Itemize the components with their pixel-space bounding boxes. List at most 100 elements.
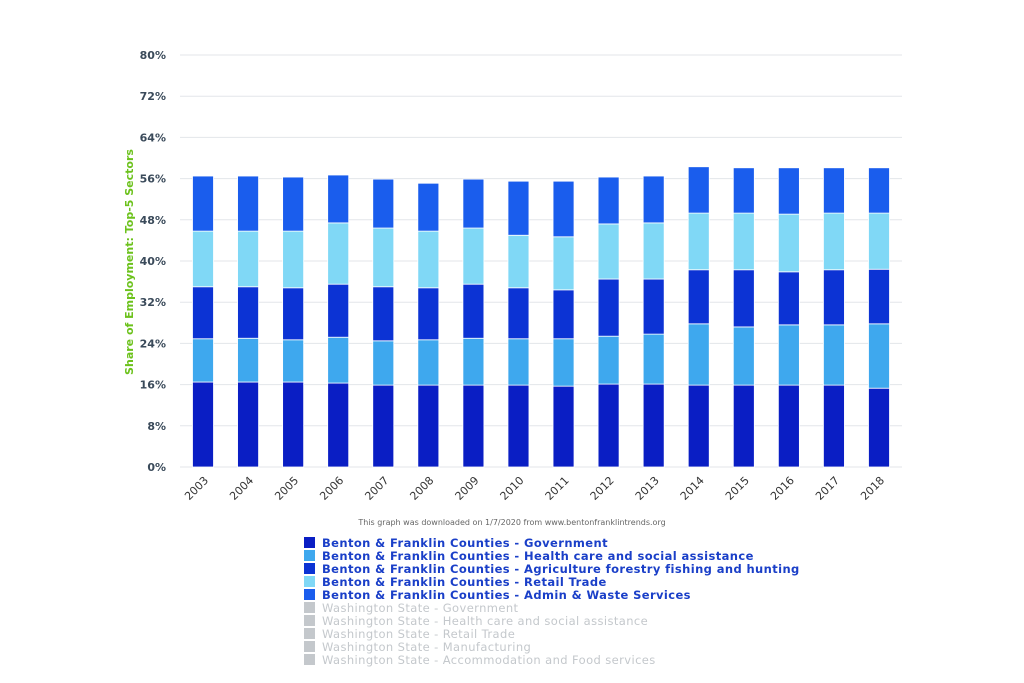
bar-segment-2010-s3[interactable] [507,234,530,289]
bar-segment-2014-s4[interactable] [687,166,710,214]
bar-segment-2009-s4[interactable] [462,178,485,229]
bar-segment-2015-s1[interactable] [732,326,755,386]
bar-segment-2009-s1[interactable] [462,337,485,386]
bar-segment-2006-s1[interactable] [327,336,350,384]
bar-segment-2018-s4[interactable] [868,167,890,214]
bar-segment-2010-s1[interactable] [507,338,530,386]
bar-segment-2018-s2[interactable] [868,268,890,325]
x-tick-label: 2006 [317,474,346,503]
bar-segment-2012-s3[interactable] [597,223,620,280]
bar-segment-2008-s4[interactable] [417,182,440,232]
legend-label: Benton & Franklin Counties - Health care… [322,548,754,563]
bar-segment-2007-s1[interactable] [372,340,395,386]
y-tick-label: 40% [140,255,166,268]
bar-segment-2013-s0[interactable] [642,383,665,468]
bar-segment-2012-s4[interactable] [597,176,620,225]
bar-segment-2016-s0[interactable] [777,384,800,468]
bar-segment-2004-s1[interactable] [237,337,259,383]
bar-segment-2004-s2[interactable] [237,286,259,339]
bar-segment-2011-s2[interactable] [552,289,575,340]
bar-segment-2015-s0[interactable] [732,384,755,468]
bar-segment-2009-s0[interactable] [462,384,485,468]
bar-segment-2005-s4[interactable] [282,176,305,232]
legend-item[interactable]: Benton & Franklin Counties - Agriculture… [304,562,800,576]
bar-segment-2006-s0[interactable] [327,382,350,468]
bar-segment-2013-s1[interactable] [642,333,665,385]
bar-segment-2006-s4[interactable] [327,174,350,224]
bar-segment-2017-s3[interactable] [823,212,845,271]
legend-item[interactable]: Benton & Franklin Counties - Government [304,536,800,550]
bar-segment-2018-s0[interactable] [868,387,890,468]
bar-segment-2014-s1[interactable] [687,323,710,386]
bar-segment-2017-s4[interactable] [823,167,845,214]
bar-segment-2010-s2[interactable] [507,287,530,340]
bar-segment-2010-s4[interactable] [507,180,530,236]
bar-segment-2016-s4[interactable] [777,167,800,215]
x-tick-label: 2016 [768,474,797,503]
legend-swatch [304,602,315,613]
legend-item[interactable]: Washington State - Retail Trade [304,627,800,641]
bar-segment-2013-s2[interactable] [642,278,665,335]
bar-segment-2007-s2[interactable] [372,286,395,342]
bar-segment-2003-s0[interactable] [192,381,214,468]
bar-segment-2003-s2[interactable] [192,286,214,340]
bar-segment-2008-s1[interactable] [417,339,440,386]
bar-segment-2016-s1[interactable] [777,324,800,386]
bar-segment-2004-s0[interactable] [237,381,259,468]
bar-segment-2003-s4[interactable] [192,175,214,232]
bar-segment-2013-s3[interactable] [642,222,665,280]
bar-segment-2016-s2[interactable] [777,271,800,326]
bar-segment-2018-s3[interactable] [868,212,890,270]
bar-segment-2015-s3[interactable] [732,212,755,271]
bar-segment-2004-s3[interactable] [237,230,259,288]
bar-segment-2009-s2[interactable] [462,283,485,339]
bar-segment-2017-s2[interactable] [823,269,845,326]
bar-segment-2012-s0[interactable] [597,383,620,468]
bar-segment-2011-s4[interactable] [552,180,575,238]
legend-item[interactable]: Washington State - Manufacturing [304,640,800,654]
legend-label: Benton & Franklin Counties - Retail Trad… [322,574,607,589]
bar-segment-2007-s3[interactable] [372,227,395,288]
bar-segment-2010-s0[interactable] [507,384,530,468]
legend-item[interactable]: Washington State - Health care and socia… [304,614,800,628]
bar-segment-2005-s1[interactable] [282,339,305,383]
bar-segment-2003-s3[interactable] [192,230,214,288]
bar-segment-2004-s4[interactable] [237,175,259,232]
bar-segment-2014-s0[interactable] [687,384,710,468]
bar-segment-2008-s0[interactable] [417,384,440,468]
bar-segment-2007-s0[interactable] [372,384,395,468]
bar-segment-2012-s2[interactable] [597,278,620,337]
bar-segment-2009-s3[interactable] [462,227,485,285]
x-tick-label: 2003 [182,474,211,503]
bar-segment-2006-s2[interactable] [327,283,350,338]
bar-segment-2003-s1[interactable] [192,338,214,383]
bar-segment-2011-s0[interactable] [552,385,575,468]
bar-segment-2017-s1[interactable] [823,324,845,386]
x-tick-label: 2009 [453,474,482,503]
bar-segment-2005-s2[interactable] [282,287,305,341]
bar-segment-2011-s1[interactable] [552,338,575,387]
bar-segment-2015-s2[interactable] [732,269,755,328]
bar-segment-2014-s2[interactable] [687,269,710,325]
bar-segment-2017-s0[interactable] [823,384,845,468]
bar-segment-2015-s4[interactable] [732,167,755,214]
bar-segment-2007-s4[interactable] [372,178,395,229]
x-tick-label: 2004 [227,474,256,503]
legend-swatch [304,563,315,574]
bar-segment-2005-s0[interactable] [282,381,305,468]
legend-item[interactable]: Washington State - Government [304,601,800,615]
bar-segment-2005-s3[interactable] [282,230,305,289]
bar-segment-2012-s1[interactable] [597,335,620,385]
legend-item[interactable]: Washington State - Accommodation and Foo… [304,653,800,667]
bar-segment-2014-s3[interactable] [687,212,710,271]
bar-segment-2013-s4[interactable] [642,175,665,224]
bar-segment-2008-s3[interactable] [417,230,440,289]
legend-item[interactable]: Benton & Franklin Counties - Retail Trad… [304,574,800,589]
bar-segment-2011-s3[interactable] [552,236,575,291]
bar-segment-2018-s1[interactable] [868,323,890,389]
legend-item[interactable]: Benton & Franklin Counties - Admin & Was… [304,588,800,602]
bar-segment-2016-s3[interactable] [777,213,800,273]
legend-item[interactable]: Benton & Franklin Counties - Health care… [304,548,800,563]
bar-segment-2008-s2[interactable] [417,287,440,341]
bar-segment-2006-s3[interactable] [327,222,350,285]
